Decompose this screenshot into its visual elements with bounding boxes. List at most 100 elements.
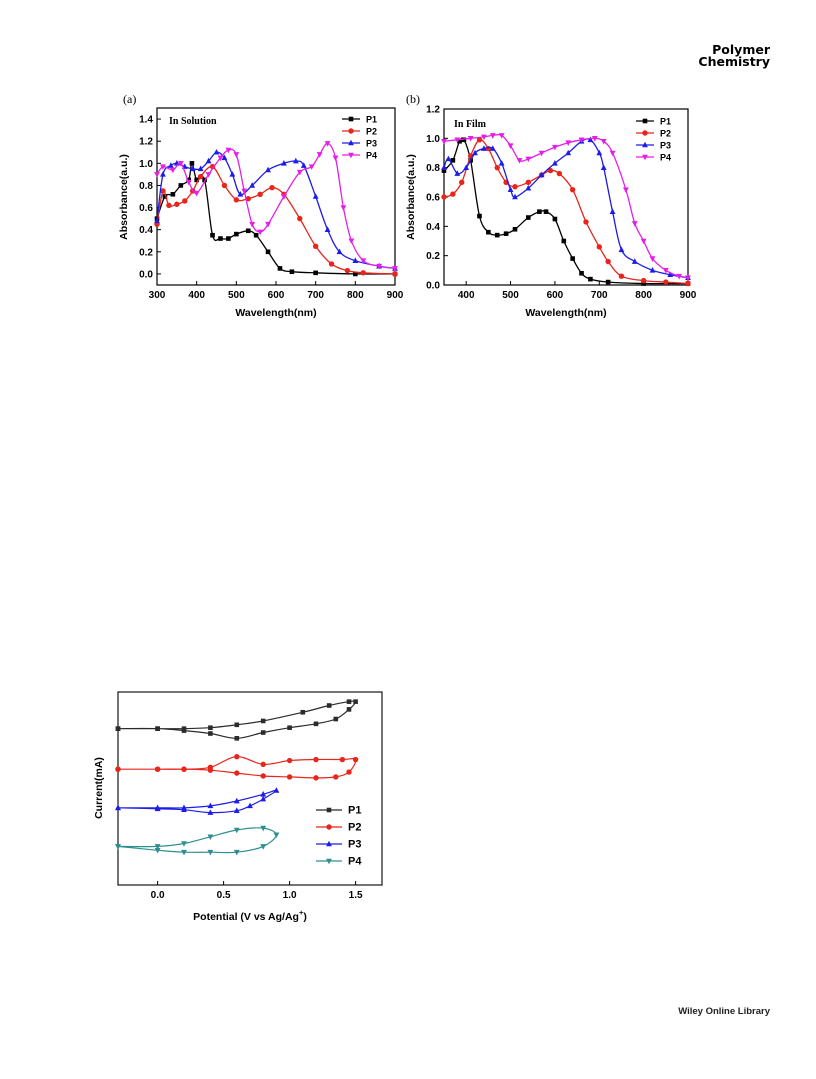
series-p4-point [207, 849, 214, 856]
series-p3-point [154, 804, 161, 811]
series-p3-point [167, 162, 174, 168]
series-p2-point [640, 277, 647, 284]
series-p3-point [273, 787, 280, 793]
legend-label-p2: P2 [660, 129, 671, 139]
series-p3-point [154, 217, 160, 224]
legend-label-p1: P1 [366, 115, 377, 125]
series-p4-point [205, 172, 212, 178]
x-tick-label: 1.5 [349, 890, 363, 901]
y-tick-label: 1.2 [426, 105, 440, 116]
series-p2-point [182, 198, 188, 204]
panel-annotation: In Solution [169, 116, 217, 127]
panel-annotation: In Film [454, 119, 487, 130]
series-p1-point [170, 191, 176, 197]
x-tick-label: 900 [680, 290, 697, 301]
series-p1-line [156, 162, 396, 275]
legend-label-p4: P4 [366, 151, 377, 161]
series-p2-point [441, 194, 447, 200]
series-p4-point [441, 138, 447, 145]
series-p1-point [561, 238, 567, 244]
series-p2-point [663, 279, 669, 285]
journal-name: Polymer Chemistry [698, 43, 770, 69]
legend-label-p1: P1 [348, 805, 361, 817]
series-p1-point [570, 256, 575, 261]
series-p1-point [260, 718, 266, 724]
series-p4-point [241, 188, 248, 195]
series-p1-point [353, 699, 358, 704]
series-p3-point [197, 165, 204, 172]
series-p4-point [207, 834, 214, 841]
series-p2-point [174, 201, 180, 207]
series-p2-point [313, 756, 319, 763]
series-p4-point [348, 238, 355, 245]
x-tick-label: 800 [635, 290, 652, 301]
series-p1-point [552, 216, 558, 222]
series-p2-point [596, 244, 602, 250]
series-p3-point [667, 271, 674, 278]
series-p4-point [177, 161, 184, 167]
series-p2-point [344, 267, 351, 274]
series-p3-point [565, 149, 572, 156]
series-p1-point [178, 183, 184, 188]
series-p3-point [324, 226, 331, 232]
series-p3-point [336, 248, 343, 255]
series-p2-point [115, 766, 121, 772]
series-p3-point [249, 182, 256, 188]
legend: P1 P2 P3 P4 [316, 805, 362, 868]
series-p1-point [512, 226, 518, 232]
y-tick-label: 0.4 [139, 225, 153, 236]
series-p4-line [443, 133, 689, 279]
series-p2-point [154, 766, 161, 772]
series-p1-point [537, 209, 542, 214]
y-tick-label: 0.8 [426, 163, 440, 174]
series-group [441, 133, 691, 287]
series-p2-line [156, 165, 396, 275]
series-p2-point [269, 184, 275, 191]
series-p1-point [333, 716, 339, 722]
series-p4-point [640, 238, 647, 245]
series-p3-point [454, 170, 461, 176]
series-p4-point [498, 133, 505, 139]
legend-label-p2: P2 [348, 822, 361, 834]
series-p2-point [685, 280, 691, 287]
series-p1-point [181, 726, 187, 731]
series-p3-point [649, 267, 656, 273]
series-p3-point [463, 164, 470, 170]
series-p2-point [476, 137, 483, 143]
series-p3-point [247, 802, 253, 809]
x-tick-label: 400 [458, 290, 475, 301]
series-p4-point [392, 266, 398, 272]
series-p3-point [609, 208, 616, 214]
series-p3-point [631, 258, 638, 264]
series-p3-point [618, 246, 625, 253]
legend-marker [642, 130, 648, 136]
series-p1-point [579, 270, 584, 276]
series-p2-point [160, 188, 166, 194]
series-p4-point [185, 179, 192, 186]
series-p4-point [281, 194, 287, 200]
series-p1-point [503, 231, 509, 236]
series-p1-point [253, 232, 259, 238]
series-p3-point [352, 257, 359, 263]
series-p1-point [525, 215, 531, 220]
y-axis-title: Absorbance(a.u.) [405, 154, 417, 240]
series-p2-point [459, 179, 465, 186]
legend-marker [348, 128, 354, 134]
panel-label-b: (b) [406, 92, 420, 106]
y-tick-label: 0.0 [139, 269, 153, 280]
y-tick-label: 0.8 [139, 181, 153, 192]
legend-marker [348, 116, 354, 122]
series-p1-point [346, 699, 352, 704]
y-tick-label: 0.0 [426, 281, 440, 292]
y-tick-label: 0.6 [426, 193, 440, 204]
series-p4-point [154, 847, 161, 854]
series-p1-point [313, 270, 318, 276]
series-p3-point [237, 190, 244, 197]
series-p2-point [328, 261, 335, 267]
y-axis-title: Absorbance(a.u.) [118, 154, 130, 240]
x-tick-label: 600 [268, 290, 285, 301]
series-p3-point [213, 148, 220, 155]
figure-absorption-film: (b) In Film 400 500 600 700 800 900 0.0 0.2 0.4 0… [405, 92, 697, 319]
journal-name-line2: Chemistry [698, 54, 770, 69]
series-p1-point [287, 725, 292, 731]
